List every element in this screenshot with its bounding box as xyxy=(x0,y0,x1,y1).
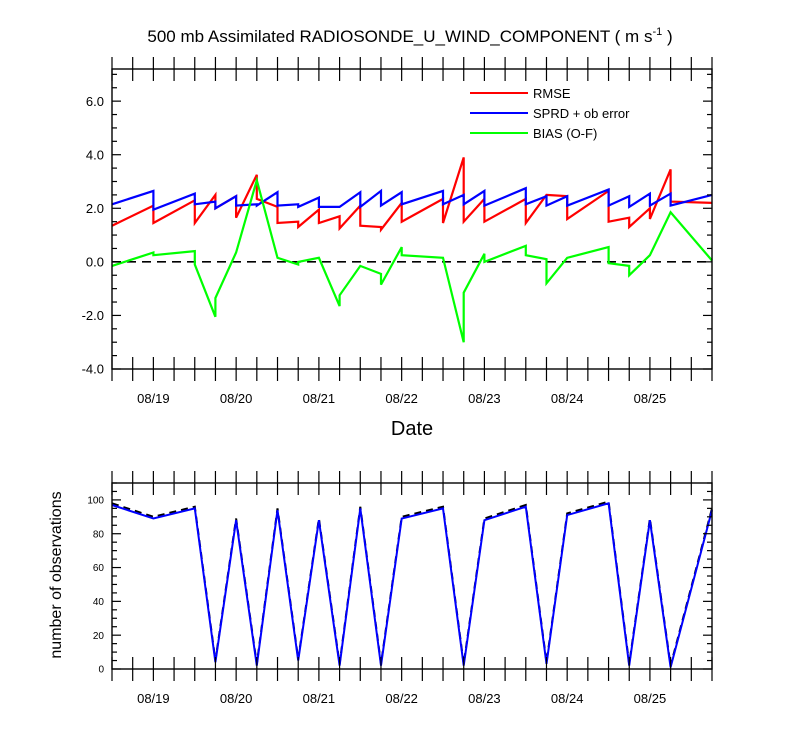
chart-title-end: ) xyxy=(662,27,672,46)
chart-title: 500 mb Assimilated RADIOSONDE_U_WIND_COM… xyxy=(147,26,672,46)
y-tick-label: 0 xyxy=(98,665,104,676)
x-tick-label: 08/19 xyxy=(137,691,170,706)
y-tick-label: 80 xyxy=(93,529,105,540)
top-plot-frame xyxy=(111,68,713,370)
x-tick-label: 08/21 xyxy=(303,391,336,406)
x-tick-label: 08/24 xyxy=(551,391,584,406)
y-tick-label: 0.0 xyxy=(86,255,104,270)
x-tick-label: 08/21 xyxy=(303,691,336,706)
top-axis-ticks: -4.0 -2.0 0.0 2.0 4.0 6.0 08/19 08/20 08/21 08/22… xyxy=(82,57,713,406)
x-tick-label: 08/25 xyxy=(634,391,667,406)
bottom-series-group xyxy=(111,500,713,668)
series-line-assimilated xyxy=(111,502,713,668)
top-series-group xyxy=(111,157,713,343)
x-tick-label: 08/22 xyxy=(385,691,418,706)
x-tick-label: 08/22 xyxy=(385,391,418,406)
chart-title-superscript: -1 xyxy=(652,26,662,38)
y-tick-label: 20 xyxy=(93,631,105,642)
y-tick-label: 2.0 xyxy=(86,201,104,216)
legend-label-bias-o-f: BIAS (O-F) xyxy=(533,126,597,141)
bottom-plot-frame xyxy=(111,482,713,670)
y-tick-label: 60 xyxy=(93,563,105,574)
y-axis-label-observations: number of observations xyxy=(48,491,65,658)
y-tick-label: 4.0 xyxy=(86,147,104,162)
x-tick-label: 08/23 xyxy=(468,691,501,706)
x-tick-label: 08/20 xyxy=(220,391,253,406)
series-line-sprd-ob-error xyxy=(111,186,713,212)
series-line-rmse xyxy=(111,157,713,233)
x-tick-label: 08/20 xyxy=(220,691,253,706)
x-tick-label: 08/19 xyxy=(137,391,170,406)
series-line-bias-o-f xyxy=(111,176,713,343)
y-tick-label: 6.0 xyxy=(86,94,104,109)
chart-title-main: 500 mb Assimilated RADIOSONDE_U_WIND_COM… xyxy=(147,27,652,46)
x-tick-label: 08/24 xyxy=(551,691,584,706)
y-tick-label: 100 xyxy=(87,496,104,507)
y-tick-label: -4.0 xyxy=(82,362,104,377)
y-tick-label: -2.0 xyxy=(82,308,104,323)
legend: RMSE SPRD + ob error BIAS (O-F) xyxy=(470,86,630,141)
x-axis-label: Date xyxy=(391,418,433,440)
x-tick-label: 08/25 xyxy=(634,691,667,706)
bottom-axis-ticks: 0 20 40 60 80 100 08/19 08/20 08/21 08/22 08/23 08/… xyxy=(87,471,713,706)
y-tick-label: 40 xyxy=(93,597,105,608)
series-line-possible xyxy=(111,500,713,666)
legend-label-sprd-ob-error: SPRD + ob error xyxy=(533,106,630,121)
x-tick-label: 08/23 xyxy=(468,391,501,406)
legend-label-rmse: RMSE xyxy=(533,86,571,101)
